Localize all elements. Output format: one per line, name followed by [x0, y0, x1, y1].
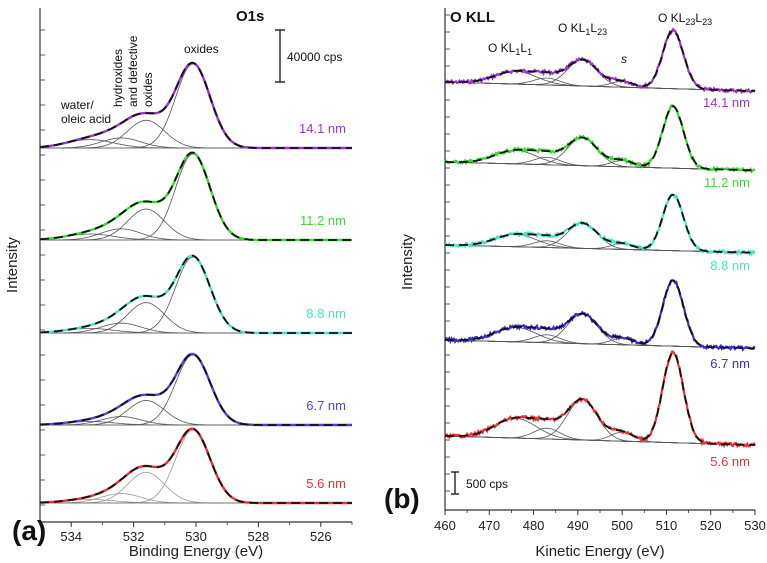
panel-a-component-curve: [40, 322, 352, 334]
annotation-and-defective: and defective: [126, 35, 140, 107]
panel-b-fit-curve: [445, 29, 755, 92]
panel-a-x-tick-label: 526: [310, 529, 332, 544]
panel-a-data-curve: [39, 254, 352, 335]
panel-a-component-curve: [40, 471, 352, 504]
annotation-hydroxides: hydroxides: [111, 49, 125, 107]
panel-a-fit-curve: [39, 427, 352, 504]
panel-a-x-tick-label: 534: [60, 529, 82, 544]
panel-a-series-label: 11.2 nm: [300, 213, 346, 228]
panel-b-component-curve: [445, 352, 755, 446]
annotation-oxides: oxides: [184, 42, 219, 56]
panel-b-series-label: 14.1 nm: [703, 95, 750, 110]
panel-b-component-curve: [445, 327, 755, 349]
panel-b-x-tick-label: 460: [434, 518, 456, 533]
panel-b-x-tick-label: 500: [611, 518, 633, 533]
panel-a-x-tick-label: 532: [123, 529, 145, 544]
peak-label-kl1l1: O KL1L1: [488, 41, 532, 57]
panel-a-component-curve: [40, 429, 352, 504]
panel-a-title: O1s: [236, 8, 264, 25]
panel-a-fit-curve: [39, 254, 352, 334]
panel-a-x-tick-label: 528: [248, 529, 270, 544]
panel-b-component-curve: [445, 279, 755, 349]
panel-b-data-curve: [444, 279, 756, 352]
panel-a-xlabel: Binding Energy (eV): [129, 543, 263, 560]
panel-a-x-tick-label: 530: [185, 529, 207, 544]
panel-a-data-curve: [39, 151, 352, 242]
panel-b-title: O KLL: [450, 9, 495, 26]
panel-b-fit-curve: [445, 193, 755, 254]
panel-b-component-curve: [445, 194, 755, 254]
panel-a-ylabel: Intensity: [4, 237, 21, 293]
annotation-water: water/: [60, 98, 94, 112]
panel-a-label: (a): [12, 515, 46, 546]
panel-b-data-curve: [444, 104, 756, 174]
panel-b-scale-bar-label: 500 cps: [466, 477, 508, 491]
panel-b-x-tick-label: 470: [478, 518, 500, 533]
panel-b-label: (b): [384, 483, 420, 514]
peak-label-satellite: s: [621, 52, 627, 66]
panel-a-component-curve: [39, 139, 352, 149]
peak-label-kl1l23: O KL1L23: [558, 21, 607, 37]
panel-b-xlabel: Kinetic Energy (eV): [535, 543, 664, 560]
panel-a-fit-curve: [39, 353, 352, 426]
panel-a-component-curve: [40, 256, 352, 334]
panel-b-x-tick-label: 520: [700, 518, 722, 533]
panel-a-series-label: 8.8 nm: [306, 306, 346, 321]
panel-b-series-label: 6.7 nm: [710, 356, 750, 371]
panel-b-data-curve: [444, 350, 756, 449]
panel-b-series-label: 8.8 nm: [710, 258, 750, 273]
panel-a-data-curve: [39, 61, 352, 150]
panel-b-data-curve: [444, 193, 756, 257]
panel-a-series-label: 14.1 nm: [299, 121, 346, 136]
panel-b-x-tick-label: 530: [744, 518, 766, 533]
annotation-oleic-acid: oleic acid: [61, 112, 111, 126]
panel-a-scale-bar-label: 40000 cps: [287, 50, 342, 64]
panel-a-data-curve: [39, 427, 352, 505]
panel-b-component-curve: [445, 105, 755, 171]
panel-b-component-curve: [444, 417, 755, 446]
panel-b-series-label: 11.2 nm: [704, 175, 750, 190]
panel-b-component-curve: [445, 30, 755, 92]
panel-b-x-tick-label: 510: [656, 518, 678, 533]
panel-b-ylabel: Intensity: [399, 234, 416, 290]
panel-a: 534 532 530 528 526 14.1 nm 11.2 nm 8.8 nm 6.7 …: [4, 8, 353, 560]
panel-b-x-tick-label: 480: [523, 518, 545, 533]
panel-b-fit-curve: [445, 279, 755, 350]
panel-b-component-curve: [445, 399, 755, 446]
annotation-oxides-rotated: oxides: [141, 72, 155, 107]
panel-a-component-curve: [40, 416, 352, 426]
panel-a-component-curve: [40, 354, 352, 426]
panel-a-data-curve: [39, 352, 352, 427]
panel-a-series-label: 6.7 nm: [306, 398, 346, 413]
panel-b-x-tick-label: 490: [567, 518, 589, 533]
peak-label-kl23l23: O KL23L23: [658, 11, 712, 27]
panel-b-fit-curve: [445, 105, 755, 172]
panel-a-series-label: 5.6 nm: [306, 476, 346, 491]
panel-b-data-curve: [444, 27, 756, 94]
panel-b-series-label: 5.6 nm: [710, 454, 750, 469]
panel-b: 460 470 480 490 500 510 520 530 14.1 nm 11.2 nm 8…: [384, 8, 766, 560]
panel-b-fit-curve: [444, 351, 755, 446]
